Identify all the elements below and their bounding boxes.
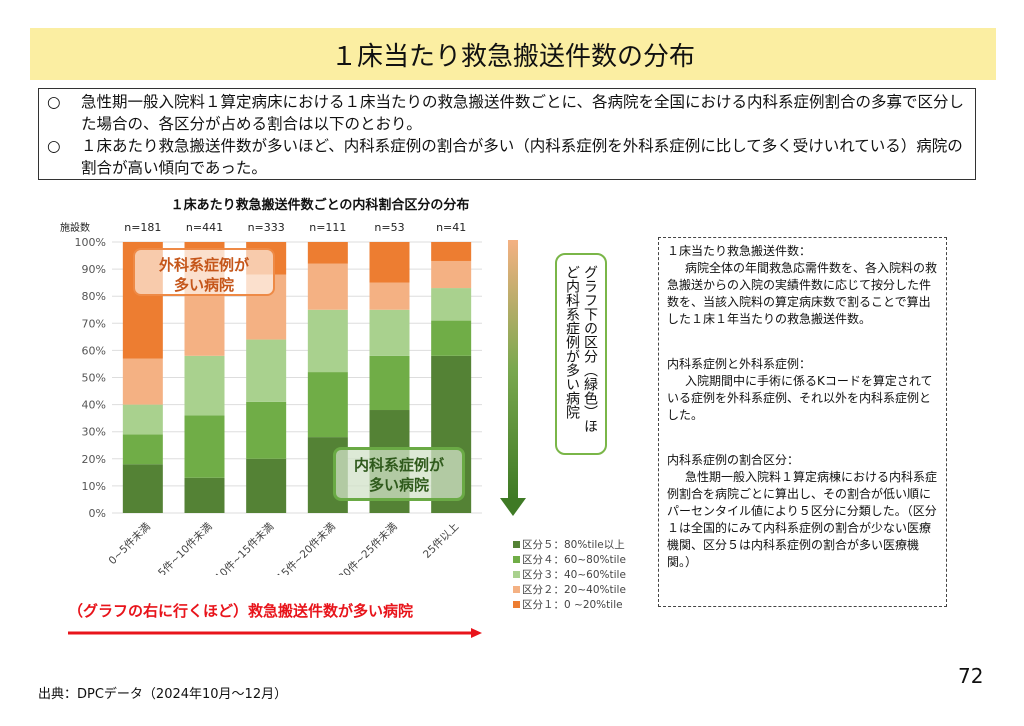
legend-label: 区分１：0 ~20%tile: [522, 599, 623, 611]
x-tick-label: 10件~15件未満: [213, 520, 277, 575]
bar-segment: [122, 434, 163, 465]
legend-item: 区分３：40~60%tile: [513, 568, 626, 583]
legend-swatch: [513, 586, 520, 593]
legend-item: 区分４：60~80%tile: [513, 553, 626, 568]
y-tick-label: 50%: [82, 372, 106, 385]
note-body: 急性期一般入院料１算定病棟における内科系症例割合を病院ごとに算出し、その割合が低…: [667, 470, 938, 569]
count-label: n=441: [186, 221, 223, 234]
right-arrow-icon: [68, 628, 482, 638]
definitions-box: １床当たり救急搬送件数： 病院全体の年間救急応需件数を、各入院料の救急搬送からの…: [658, 237, 947, 607]
note-heading: 内科系症例の割合区分：: [667, 453, 800, 467]
bar-segment: [184, 477, 225, 513]
summary-text: 急性期一般入院料１算定病床における１床当たりの救急搬送件数ごとに、各病院を全国に…: [81, 93, 965, 133]
legend: 区分５：80%tile以上 区分４：60~80%tile 区分３：40~60%til…: [513, 538, 626, 613]
legend-label: 区分４：60~80%tile: [522, 554, 626, 566]
count-label: n=181: [124, 221, 161, 234]
bar-segment: [184, 242, 225, 251]
summary-item: ○ １床あたり救急搬送件数が多いほど、内科系症例の割合が多い（内科系症例を外科系症…: [47, 135, 967, 179]
legend-label: 区分５：80%tile以上: [522, 539, 625, 551]
source-note: 出典：DPCデータ（2024年10月～12月）: [38, 687, 288, 702]
page-number: 72: [958, 664, 984, 688]
bar-segment: [431, 288, 472, 321]
y-tick-label: 20%: [82, 453, 106, 466]
x-tick-label: 20件~25件未満: [336, 520, 400, 575]
y-tick-label: 90%: [82, 263, 106, 276]
y-tick-label: 70%: [82, 317, 106, 330]
note-heading: １床当たり救急搬送件数：: [667, 244, 812, 258]
legend-item: 区分２：20~40%tile: [513, 583, 626, 598]
count-label: n=41: [436, 221, 466, 234]
count-label: 施設数: [60, 221, 90, 234]
legend-swatch: [513, 601, 520, 608]
legend-item: 区分５：80%tile以上: [513, 538, 626, 553]
chart-title: １床あたり救急搬送件数ごとの内科割合区分の分布: [170, 198, 470, 213]
summary-box: ○ 急性期一般入院料１算定病床における１床当たりの救急搬送件数ごとに、各病院を全国…: [38, 88, 976, 180]
summary-item: ○ 急性期一般入院料１算定病床における１床当たりの救急搬送件数ごとに、各病院を全国…: [47, 91, 967, 135]
bar-segment: [307, 372, 348, 438]
count-label: n=333: [248, 221, 285, 234]
y-tick-label: 30%: [82, 426, 106, 439]
x-tick-label: 25件以上: [421, 521, 461, 561]
legend-item: 区分１：0 ~20%tile: [513, 598, 626, 613]
y-tick-label: 60%: [82, 344, 106, 357]
legend-label: 区分２：20~40%tile: [522, 584, 626, 596]
bar-segment: [369, 282, 410, 310]
x-axis-direction-note: （グラフの右に行くほど）救急搬送件数が多い病院: [68, 602, 414, 620]
y-tick-label: 40%: [82, 399, 106, 412]
bar-segment: [246, 339, 287, 402]
legend-swatch: [513, 556, 520, 563]
bar-segment: [431, 260, 472, 289]
bar-segment: [122, 464, 163, 513]
count-label: n=111: [309, 221, 346, 234]
legend-label: 区分３：40~60%tile: [522, 569, 626, 581]
bar-segment: [122, 358, 163, 405]
bar-segment: [307, 242, 348, 264]
bar-segment: [431, 242, 472, 261]
medical-annotation: 内科系症例が 多い病院: [333, 447, 465, 501]
y-tick-label: 10%: [82, 480, 106, 493]
y-tick-label: 0%: [89, 507, 106, 520]
bar-segment: [369, 355, 410, 411]
y-tick-label: 100%: [75, 236, 106, 249]
stacked-bar-chart: 0% 10% 20% 30% 40% 50% 60% 70% 80% 90% 100% 施設数 n=18…: [60, 221, 482, 575]
x-tick-label: 5件~10件未満: [156, 520, 215, 575]
bar-segment: [122, 404, 163, 435]
bar-segment: [246, 401, 287, 459]
bar-segment: [184, 415, 225, 478]
note-body: 病院全体の年間救急応需件数を、各入院料の救急搬送からの入院の実績件数に応じて按分…: [667, 261, 938, 326]
bar-segment: [431, 320, 472, 356]
callout: グラフ下の区分（緑色）ほど内科系症例が多い病院: [555, 253, 607, 455]
note-body: 入院期間中に手術に係るKコードを算定されている症例を外科系症例、それ以外を内科系…: [667, 374, 933, 422]
y-tick-label: 80%: [82, 290, 106, 303]
legend-swatch: [513, 571, 520, 578]
bar-segment: [246, 458, 287, 513]
gradient-down-arrow-icon: [500, 240, 526, 516]
bar-segment: [369, 242, 410, 283]
bullet: ○: [47, 137, 61, 155]
x-tick-label: 15件~20件未満: [275, 520, 339, 575]
summary-text: １床あたり救急搬送件数が多いほど、内科系症例の割合が多い（内科系症例を外科系症例…: [81, 137, 963, 177]
page-title: １床当たり救急搬送件数の分布: [30, 28, 996, 80]
legend-swatch: [513, 541, 520, 548]
bar-segment: [369, 309, 410, 356]
surgical-annotation: 外科系症例が 多い病院: [133, 248, 275, 296]
bar-segment: [307, 309, 348, 373]
count-label: n=53: [374, 221, 404, 234]
bullet: ○: [47, 93, 61, 111]
bar-segment: [307, 263, 348, 310]
bar-segment: [184, 355, 225, 416]
x-tick-label: 0~5件未満: [107, 520, 154, 567]
note-heading: 内科系症例と外科系症例：: [667, 357, 812, 371]
